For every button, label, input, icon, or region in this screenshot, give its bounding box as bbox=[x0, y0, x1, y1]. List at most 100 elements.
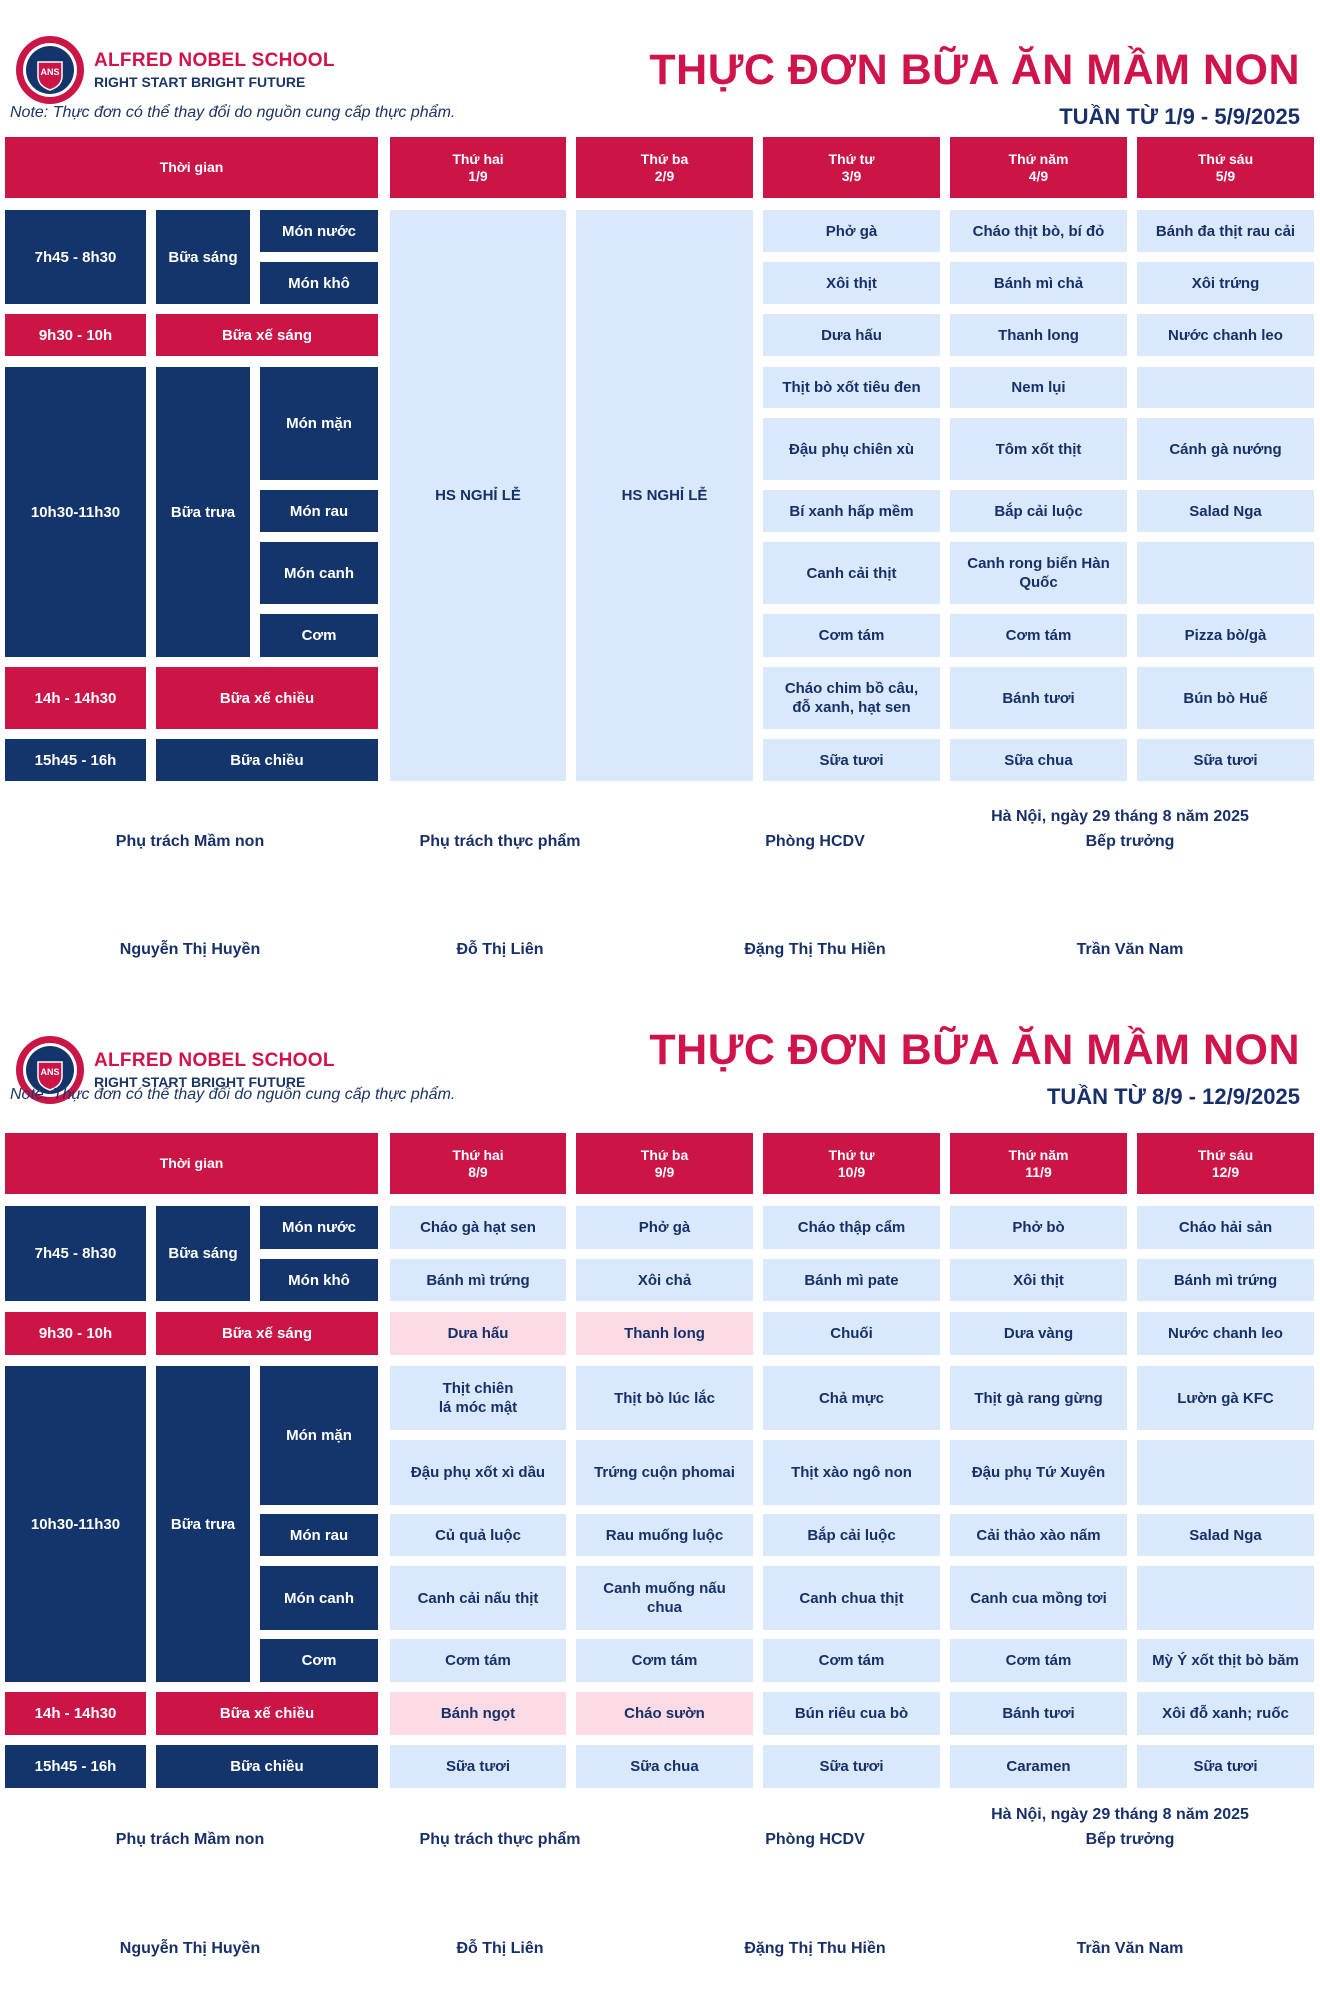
menu-cell: Xôi trứng bbox=[1137, 262, 1314, 304]
role-food: Phụ trách thực phẩm bbox=[419, 833, 581, 850]
dish-veg: Món rau bbox=[260, 490, 378, 532]
menu-cell: Dưa vàng bbox=[950, 1312, 1127, 1355]
holiday-mon: HS NGHỈ LỄ bbox=[390, 210, 566, 781]
menu-cell: Thịt chiên lá móc mật bbox=[390, 1366, 566, 1430]
menu-cell: Phở gà bbox=[576, 1206, 753, 1249]
menu-cell: Nước chanh leo bbox=[1137, 314, 1314, 356]
menu-cell: Sữa tươi bbox=[763, 1745, 940, 1788]
menu-cell: Thanh long bbox=[950, 314, 1127, 356]
menu-cell: Caramen bbox=[950, 1745, 1127, 1788]
slot-lunch: 10h30-11h30 bbox=[5, 1366, 146, 1682]
menu-cell: Canh cải nấu thịt bbox=[390, 1566, 566, 1630]
meal-afternoon-snack: Bữa xế chiều bbox=[156, 1692, 378, 1735]
menu-cell bbox=[1137, 1566, 1314, 1630]
menu-cell: Bắp cải luộc bbox=[763, 1514, 940, 1556]
slot-afternoon: 15h45 - 16h bbox=[5, 1745, 146, 1788]
slot-afternoon-snack: 14h - 14h30 bbox=[5, 1692, 146, 1735]
role-hcdv: Phòng HCDV bbox=[765, 833, 865, 850]
meal-morning-snack: Bữa xế sáng bbox=[156, 1312, 378, 1355]
signer-name: Nguyễn Thị Huyền bbox=[119, 1940, 261, 1957]
signer-name: Đỗ Thị Liên bbox=[456, 941, 544, 958]
time-header: Thời gian bbox=[5, 137, 378, 198]
meal-breakfast: Bữa sáng bbox=[156, 210, 250, 304]
menu-cell: Sữa tươi bbox=[1137, 1745, 1314, 1788]
meal-breakfast: Bữa sáng bbox=[156, 1206, 250, 1301]
menu-cell: Canh cải thịt bbox=[763, 542, 940, 604]
menu-cell: Nem lụi bbox=[950, 367, 1127, 408]
menu-cell: Lườn gà KFC bbox=[1137, 1366, 1314, 1430]
menu-cell: Thịt gà rang gừng bbox=[950, 1366, 1127, 1430]
menu-cell: Sữa tươi bbox=[1137, 739, 1314, 781]
menu-cell: Sữa chua bbox=[576, 1745, 753, 1788]
dish-veg: Món rau bbox=[260, 1514, 378, 1556]
menu-cell: Cháo sườn bbox=[576, 1692, 753, 1735]
menu-note: Note: Thực đơn có thể thay đổi do nguồn … bbox=[10, 1086, 456, 1103]
menu-cell: Thịt xào ngô non bbox=[763, 1440, 940, 1505]
meal-afternoon: Bữa chiều bbox=[156, 1745, 378, 1788]
menu-cell: Canh muống nấu chua bbox=[576, 1566, 753, 1630]
meal-lunch: Bữa trưa bbox=[156, 1366, 250, 1682]
menu-cell: Sữa tươi bbox=[763, 739, 940, 781]
dish-rice: Cơm bbox=[260, 614, 378, 657]
dish-savory: Món mặn bbox=[260, 1366, 378, 1505]
menu-cell: Củ quả luộc bbox=[390, 1514, 566, 1556]
school-name: ALFRED NOBEL SCHOOL bbox=[94, 50, 335, 71]
menu-cell: Cánh gà nướng bbox=[1137, 418, 1314, 480]
day-header-tue: Thứ ba 2/9 bbox=[576, 137, 753, 198]
day-header-wed: Thứ tư 3/9 bbox=[763, 137, 940, 198]
menu-cell: Cơm tám bbox=[950, 614, 1127, 657]
school-slogan: RIGHT START BRIGHT FUTURE bbox=[94, 1074, 306, 1090]
dish-dry: Món khô bbox=[260, 1259, 378, 1301]
slot-breakfast: 7h45 - 8h30 bbox=[5, 210, 146, 304]
slot-afternoon: 15h45 - 16h bbox=[5, 739, 146, 781]
school-logo-icon: ANS bbox=[16, 1036, 84, 1104]
menu-cell: Bắp cải luộc bbox=[950, 490, 1127, 532]
menu-cell: Pizza bò/gà bbox=[1137, 614, 1314, 657]
menu-cell: Salad Nga bbox=[1137, 1514, 1314, 1556]
slot-afternoon-snack: 14h - 14h30 bbox=[5, 667, 146, 729]
menu-cell: Thanh long bbox=[576, 1312, 753, 1355]
menu-cell: Bánh mì pate bbox=[763, 1259, 940, 1301]
menu-cell: Xôi đỗ xanh; ruốc bbox=[1137, 1692, 1314, 1735]
menu-cell: Dưa hấu bbox=[763, 314, 940, 356]
menu-cell: Nước chanh leo bbox=[1137, 1312, 1314, 1355]
menu-cell: Đậu phụ Tứ Xuyên bbox=[950, 1440, 1127, 1505]
menu-cell bbox=[1137, 367, 1314, 408]
menu-cell: Xôi thịt bbox=[763, 262, 940, 304]
slot-morning-snack: 9h30 - 10h bbox=[5, 1312, 146, 1355]
dish-soup: Món canh bbox=[260, 1566, 378, 1630]
menu-cell: Dưa hấu bbox=[390, 1312, 566, 1355]
menu-cell: Bánh ngọt bbox=[390, 1692, 566, 1735]
time-header: Thời gian bbox=[5, 1133, 378, 1194]
menu-cell bbox=[1137, 1440, 1314, 1505]
day-header-fri: Thứ sáu 12/9 bbox=[1137, 1133, 1314, 1194]
page-title: THỰC ĐƠN BỮA ĂN MẦM NON bbox=[649, 1026, 1300, 1074]
menu-cell: Cơm tám bbox=[390, 1639, 566, 1682]
signer-name: Đặng Thị Thu Hiền bbox=[744, 941, 886, 958]
role-chef: Bếp trưởng bbox=[1085, 833, 1175, 850]
menu-cell: Bánh đa thịt rau cải bbox=[1137, 210, 1314, 252]
menu-cell: Bí xanh hấp mềm bbox=[763, 490, 940, 532]
meal-afternoon-snack: Bữa xế chiều bbox=[156, 667, 378, 729]
slot-breakfast: 7h45 - 8h30 bbox=[5, 1206, 146, 1301]
menu-cell: Bánh mì chả bbox=[950, 262, 1127, 304]
menu-cell: Chuối bbox=[763, 1312, 940, 1355]
role-hcdv: Phòng HCDV bbox=[765, 1831, 865, 1848]
sign-date: Hà Nội, ngày 29 tháng 8 năm 2025 bbox=[991, 1806, 1249, 1823]
dish-soup-morning: Món nước bbox=[260, 210, 378, 252]
menu-cell: Chả mực bbox=[763, 1366, 940, 1430]
menu-cell: Cơm tám bbox=[763, 1639, 940, 1682]
menu-cell bbox=[1137, 542, 1314, 604]
day-header-thu: Thứ năm 4/9 bbox=[950, 137, 1127, 198]
menu-note: Note: Thực đơn có thể thay đổi do nguồn … bbox=[10, 104, 456, 121]
menu-cell: Cải thảo xào nấm bbox=[950, 1514, 1127, 1556]
menu-cell: Bún riêu cua bò bbox=[763, 1692, 940, 1735]
week-range: TUẦN TỪ 1/9 - 5/9/2025 bbox=[1059, 104, 1300, 129]
signer-name: Trần Văn Nam bbox=[1076, 1940, 1184, 1957]
menu-cell: Cháo hải sản bbox=[1137, 1206, 1314, 1249]
dish-soup-morning: Món nước bbox=[260, 1206, 378, 1249]
role-kindergarten: Phụ trách Mầm non bbox=[115, 1831, 265, 1848]
menu-cell: Bánh mì trứng bbox=[1137, 1259, 1314, 1301]
menu-cell: Phở bò bbox=[950, 1206, 1127, 1249]
signer-name: Đặng Thị Thu Hiền bbox=[744, 1940, 886, 1957]
